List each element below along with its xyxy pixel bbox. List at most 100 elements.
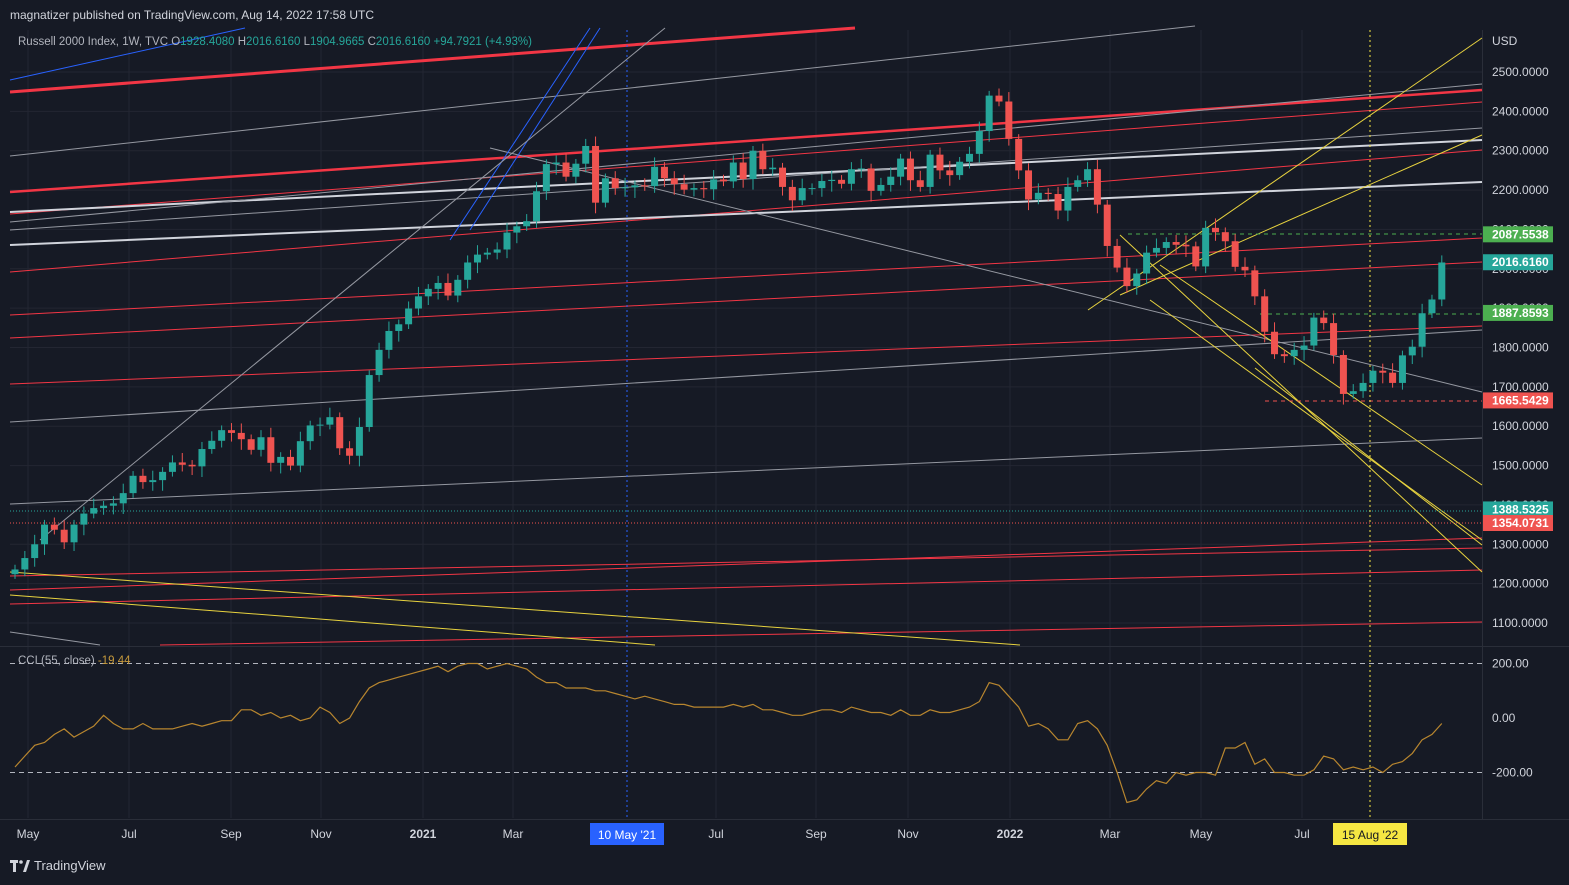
candle-body xyxy=(198,449,206,467)
time-tick-label: 2021 xyxy=(410,827,437,841)
candle-body xyxy=(906,158,914,181)
trend-line xyxy=(9,83,1483,223)
candle-body xyxy=(985,95,993,132)
candle-body xyxy=(631,185,639,188)
candle-body xyxy=(779,167,787,187)
candle-body xyxy=(759,150,767,170)
candle-body xyxy=(1103,204,1111,246)
candle-body xyxy=(926,154,934,187)
candle-body xyxy=(611,178,619,189)
low-value: 1904.9665 xyxy=(310,36,365,48)
candle-body xyxy=(542,164,550,192)
tradingview-logo[interactable]: TradingView xyxy=(10,858,106,873)
cci-tick-label: 0.00 xyxy=(1492,711,1516,725)
time-tick-label: May xyxy=(17,827,40,841)
candle-body xyxy=(1330,323,1338,355)
candle-body xyxy=(1172,242,1180,245)
candle-body xyxy=(641,185,649,187)
close-label: C xyxy=(367,36,376,48)
candle-body xyxy=(1379,370,1387,373)
trend-line xyxy=(1119,134,1483,296)
candle-body xyxy=(1084,169,1092,181)
candle-body xyxy=(670,178,678,185)
candle-body xyxy=(1113,245,1121,268)
trend-line xyxy=(1087,37,1483,311)
price-tick-label: 2400.0000 xyxy=(1492,104,1549,118)
trend-line xyxy=(9,594,656,646)
candle-body xyxy=(483,252,491,255)
candle-body xyxy=(621,187,629,189)
trend-line xyxy=(9,261,1483,339)
trend-line xyxy=(9,26,856,94)
candle-body xyxy=(1300,345,1308,350)
candle-body xyxy=(867,168,875,191)
candle-body xyxy=(818,181,826,189)
high-label: H xyxy=(237,36,247,48)
candle-body xyxy=(375,349,383,376)
candle-body xyxy=(168,462,176,472)
candle-body xyxy=(188,464,196,467)
trend-line xyxy=(489,147,1483,393)
price-tick-label: 2200.0000 xyxy=(1492,183,1549,197)
trend-line xyxy=(9,631,101,646)
candle-body xyxy=(1261,296,1269,332)
trend-line xyxy=(9,437,1483,505)
cci-tick-label: 200.00 xyxy=(1492,657,1529,671)
price-tick-label: 2300.0000 xyxy=(1492,144,1549,158)
candle-body xyxy=(769,167,777,170)
candle-body xyxy=(405,308,413,325)
cci-pane xyxy=(10,662,1482,804)
candle-body xyxy=(346,448,354,456)
candle-body xyxy=(227,430,235,433)
tradingview-logo-icon xyxy=(10,859,30,872)
candle-body xyxy=(1152,247,1160,253)
candle-body xyxy=(218,430,226,441)
candle-body xyxy=(946,170,954,176)
candle-body xyxy=(897,158,905,177)
candle-body xyxy=(454,279,462,296)
symbol-name: Russell 2000 Index, 1W, TVC xyxy=(18,36,168,48)
candle-body xyxy=(1093,169,1101,205)
candle-body xyxy=(572,163,580,177)
trend-line-drawings xyxy=(9,25,1483,819)
candle-body xyxy=(729,162,737,182)
price-tag-label: 1388.5325 xyxy=(1492,502,1549,516)
candle-body xyxy=(119,493,127,504)
trend-line xyxy=(469,27,601,231)
candle-body xyxy=(129,475,137,494)
trend-line xyxy=(9,181,1483,246)
candle-body xyxy=(877,184,885,191)
candle-body xyxy=(651,166,659,187)
candle-body xyxy=(1359,382,1367,392)
price-tag xyxy=(1483,501,1553,518)
candle-body xyxy=(533,191,541,222)
candle-body xyxy=(956,161,964,176)
candle-body xyxy=(1005,101,1013,139)
candle-body xyxy=(385,330,393,350)
candle-body xyxy=(710,179,718,190)
candle-body xyxy=(1408,346,1416,356)
candle-body xyxy=(1123,267,1131,287)
candle-body xyxy=(1025,170,1033,200)
candle-body xyxy=(80,513,88,525)
time-tick-label: Sep xyxy=(805,827,827,841)
candle-body xyxy=(90,508,98,514)
candle-body xyxy=(444,282,452,296)
candle-body xyxy=(257,437,265,450)
time-tick-label: Jul xyxy=(708,827,723,841)
open-value: 1928.4080 xyxy=(180,36,235,48)
candle-body xyxy=(365,375,373,428)
candle-body xyxy=(1143,252,1151,274)
candle-body xyxy=(60,529,68,543)
candle-body xyxy=(1389,372,1397,383)
candle-body xyxy=(936,154,944,171)
trend-line xyxy=(9,101,1483,215)
candle-body xyxy=(1015,138,1023,171)
time-tick-label: Jul xyxy=(121,827,136,841)
candle-body xyxy=(975,131,983,154)
candle-body xyxy=(355,427,363,456)
trend-line xyxy=(9,571,1021,646)
price-tick-label: 1300.0000 xyxy=(1492,537,1549,551)
price-tick-label: 1200.0000 xyxy=(1492,577,1549,591)
